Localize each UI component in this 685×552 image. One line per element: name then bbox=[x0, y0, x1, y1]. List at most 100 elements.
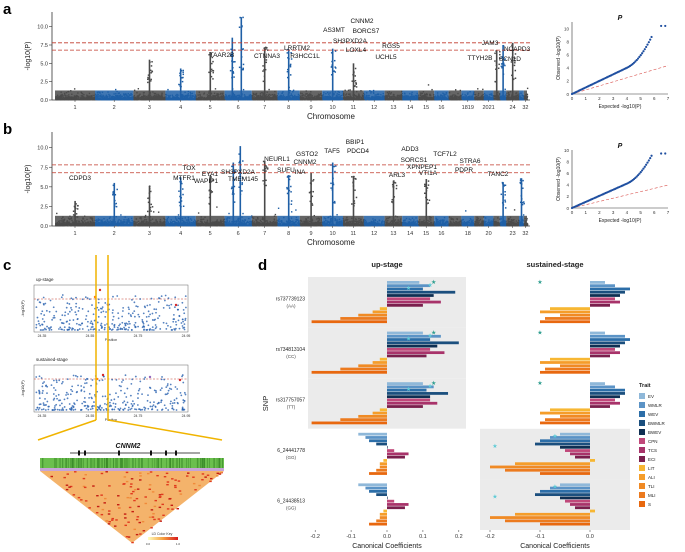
snp-point bbox=[229, 99, 231, 101]
snp-peak-point bbox=[147, 78, 149, 81]
snp-point bbox=[347, 89, 350, 92]
snp-point bbox=[216, 98, 219, 101]
snp-point bbox=[359, 98, 362, 101]
snp-peak-point bbox=[232, 72, 235, 74]
qq-y-tick-label: 4 bbox=[566, 66, 569, 71]
snp-point bbox=[517, 98, 519, 101]
gene-label: SCN1D bbox=[499, 56, 521, 63]
snp-point bbox=[477, 88, 479, 90]
snp-peak-point bbox=[151, 61, 153, 63]
x-tick-label: 8 bbox=[287, 105, 290, 111]
snp-peak-point bbox=[495, 68, 497, 70]
snp-point bbox=[58, 98, 60, 101]
qq-y-tick-label: 2 bbox=[566, 79, 569, 84]
snp-point bbox=[265, 99, 267, 101]
point-band bbox=[402, 90, 419, 100]
snp-point bbox=[474, 99, 476, 101]
snp-point bbox=[298, 99, 300, 101]
peak-column bbox=[231, 37, 234, 100]
snp-point bbox=[446, 98, 448, 101]
snp-point bbox=[381, 99, 384, 101]
snp-point bbox=[351, 98, 353, 101]
snp-peak-point bbox=[501, 66, 503, 69]
snp-peak-point bbox=[149, 80, 152, 82]
snp-point bbox=[436, 98, 438, 101]
snp-point bbox=[202, 98, 204, 101]
snp-point bbox=[431, 88, 433, 91]
snp-point bbox=[55, 98, 57, 101]
snp-point bbox=[141, 99, 144, 101]
snp-peak-point bbox=[494, 80, 496, 83]
snp-point bbox=[194, 98, 197, 101]
snp-point bbox=[347, 99, 350, 101]
snp-point bbox=[154, 98, 156, 101]
snp-peak-point bbox=[208, 53, 210, 56]
gene-label: UCHL5 bbox=[375, 54, 397, 61]
snp-point bbox=[364, 99, 367, 101]
snp-point bbox=[284, 99, 286, 101]
qq-y-tick-label: 8 bbox=[566, 39, 569, 44]
snp-point bbox=[521, 99, 523, 101]
snp-point bbox=[91, 98, 94, 101]
snp-point bbox=[70, 224, 73, 227]
y-tick-label: 0.0 bbox=[40, 98, 48, 104]
gene-label: CNNM2 bbox=[350, 18, 373, 25]
snp-peak-point bbox=[262, 80, 265, 83]
snp-point bbox=[330, 98, 332, 101]
qq-point bbox=[645, 45, 648, 49]
snp-point bbox=[75, 99, 77, 101]
snp-peak-point bbox=[286, 76, 289, 79]
snp-peak-point bbox=[147, 74, 150, 76]
y-axis-label: -log10(P) bbox=[25, 42, 32, 71]
snp-point bbox=[334, 98, 337, 101]
snp-point bbox=[442, 98, 444, 101]
snp-peak-point bbox=[151, 70, 154, 73]
snp-point bbox=[165, 99, 167, 101]
snp-point bbox=[450, 98, 453, 101]
snp-point bbox=[452, 98, 454, 101]
point-band bbox=[384, 90, 403, 100]
chromosome-9-points bbox=[299, 90, 324, 101]
snp-point bbox=[73, 88, 76, 90]
snp-peak-point bbox=[242, 48, 244, 50]
qq-x-tick-label: 0 bbox=[571, 96, 574, 101]
snp-point bbox=[405, 98, 407, 101]
point-band bbox=[461, 90, 475, 100]
snp-peak-point bbox=[265, 46, 267, 49]
snp-peak-point bbox=[265, 59, 268, 61]
snp-peak-point bbox=[334, 66, 336, 68]
y-tick-label: 10.0 bbox=[37, 146, 48, 152]
snp-point bbox=[114, 88, 117, 91]
y-tick-label: 7.5 bbox=[40, 43, 48, 49]
x-tick-label: 15 bbox=[423, 105, 429, 111]
x-tick-label: 14 bbox=[407, 105, 413, 111]
qq-x-tick-label: 7 bbox=[667, 96, 670, 101]
snp-peak-point bbox=[150, 65, 153, 67]
snp-peak-point bbox=[233, 76, 235, 78]
snp-peak-point bbox=[287, 57, 289, 59]
snp-peak-point bbox=[286, 52, 289, 54]
snp-point bbox=[419, 99, 422, 101]
peak-column bbox=[240, 17, 243, 101]
snp-point bbox=[526, 93, 529, 96]
peak-column bbox=[511, 42, 514, 100]
snp-point bbox=[167, 98, 169, 101]
snp-peak-point bbox=[497, 67, 500, 70]
snp-peak-point bbox=[289, 65, 292, 68]
snp-peak-point bbox=[354, 79, 357, 82]
snp-peak-point bbox=[182, 76, 184, 79]
snp-point bbox=[349, 89, 351, 91]
snp-point bbox=[340, 98, 343, 101]
gene-label: LOXL4 bbox=[346, 47, 367, 54]
snp-point bbox=[482, 98, 484, 101]
qq-point bbox=[638, 55, 641, 58]
snp-point bbox=[344, 89, 346, 92]
snp-peak-point bbox=[333, 59, 336, 62]
snp-peak-point bbox=[504, 64, 506, 67]
peak-column bbox=[287, 49, 290, 100]
snp-point bbox=[526, 95, 529, 98]
snp-point bbox=[262, 99, 265, 101]
x-tick-label: 24 bbox=[510, 105, 516, 111]
snp-peak-point bbox=[504, 58, 506, 60]
x-tick-label: 10 bbox=[330, 105, 336, 111]
